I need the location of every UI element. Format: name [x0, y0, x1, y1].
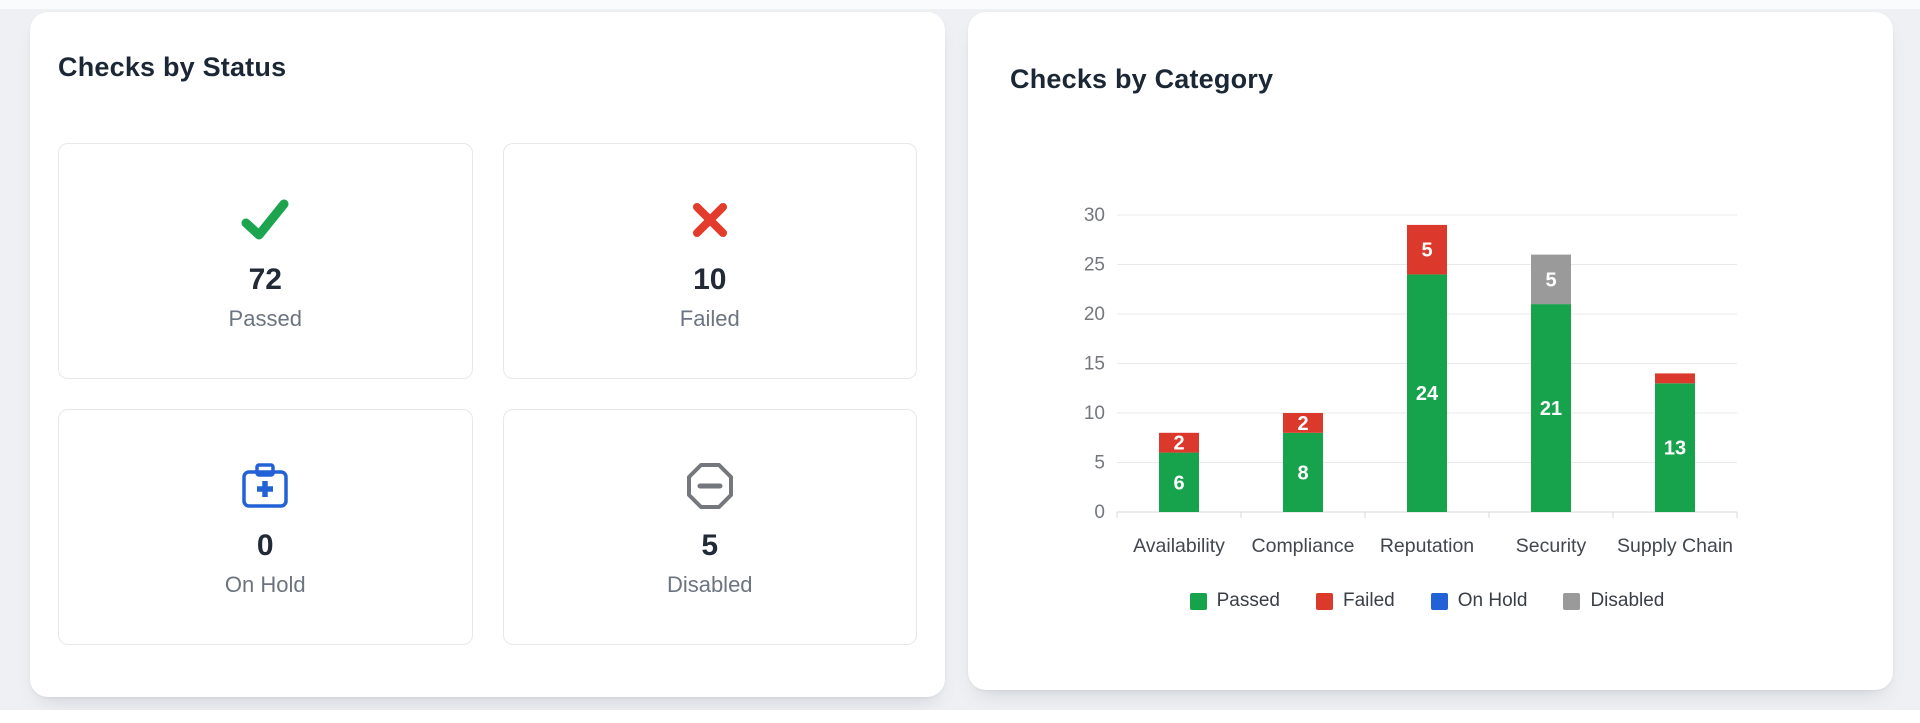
legend-label: On Hold: [1457, 590, 1528, 611]
disabled-label: Disabled: [666, 571, 753, 597]
bar-segment-label: 5: [1421, 240, 1432, 262]
y-axis-tick-label: 10: [1084, 403, 1105, 424]
legend-item: Disabled: [1563, 590, 1664, 612]
passed-label: Passed: [228, 305, 302, 331]
bar-segment[interactable]: [1531, 254, 1571, 305]
legend-swatch: [1315, 592, 1333, 610]
check-icon: [237, 191, 293, 249]
bar-segment[interactable]: [1407, 274, 1447, 512]
x-axis-category-label: Reputation: [1380, 535, 1474, 557]
page-top-strip: [0, 0, 1920, 9]
passed-tile: 72 Passed: [58, 143, 473, 379]
bar-segment-label: 21: [1540, 398, 1562, 420]
y-axis-tick-label: 0: [1094, 502, 1105, 523]
bar-segment[interactable]: [1283, 432, 1323, 512]
page-bottom-strip: [0, 710, 1920, 723]
checks-by-status-card: Checks by Status 72 Passed 10: [30, 12, 945, 697]
bar-segment[interactable]: [1283, 413, 1323, 433]
legend-item: Failed: [1315, 590, 1395, 612]
bar-segment-label: 13: [1664, 438, 1686, 460]
x-axis-category-label: Supply Chain: [1617, 535, 1733, 557]
status-card-title: Checks by Status: [58, 52, 287, 82]
bar-segment[interactable]: [1407, 224, 1447, 275]
category-card-title: Checks by Category: [1010, 64, 1274, 94]
on-hold-label: On Hold: [224, 571, 306, 597]
x-axis-category-label: Security: [1516, 535, 1587, 557]
legend-swatch: [1189, 592, 1207, 610]
status-tile-grid: 72 Passed 10 Failed: [58, 143, 917, 645]
failed-label: Failed: [679, 305, 740, 331]
y-axis-tick-label: 25: [1084, 255, 1105, 276]
legend-label: Passed: [1216, 590, 1280, 611]
legend-label: Disabled: [1590, 590, 1665, 611]
bar-segment-label: 2: [1173, 433, 1184, 455]
bar-segment[interactable]: [1159, 452, 1199, 512]
x-icon: [687, 191, 733, 249]
x-axis-category-label: Availability: [1133, 535, 1225, 557]
bar-segment[interactable]: [1159, 432, 1199, 453]
chart-legend: Passed Failed On Hold Disabled: [1117, 588, 1737, 614]
legend-swatch: [1430, 592, 1448, 610]
y-axis-tick-label: 5: [1094, 453, 1105, 474]
legend-item: Passed: [1189, 590, 1280, 612]
bar-segment-label: 6: [1173, 472, 1184, 494]
passed-count: 72: [248, 262, 282, 296]
bar-segment-label: 24: [1416, 383, 1439, 405]
legend-item: On Hold: [1430, 590, 1528, 612]
failed-tile: 10 Failed: [502, 143, 917, 379]
failed-count: 10: [693, 262, 727, 296]
on-hold-tile: 0 On Hold: [58, 409, 473, 645]
on-hold-count: 0: [256, 528, 274, 562]
bar-segment[interactable]: [1531, 304, 1571, 512]
bar-segment[interactable]: [1655, 383, 1695, 512]
disabled-count: 5: [701, 528, 719, 562]
checks-by-category-card: Checks by Category 0 5 10 15 20 25 30 6 2 Availab…: [968, 12, 1893, 690]
bar-segment-label: 8: [1297, 462, 1308, 484]
medical-briefcase-icon: [237, 457, 293, 515]
x-axis-category-label: Compliance: [1252, 535, 1355, 557]
category-bar-chart[interactable]: 0 5 10 15 20 25 30 6 2 Availability 8 2 Compliance 24…: [968, 12, 1893, 690]
legend-swatch: [1563, 592, 1581, 610]
bar-segment-label: 2: [1297, 413, 1308, 435]
disabled-tile: 5 Disabled: [502, 409, 917, 645]
octagon-minus-icon: [683, 457, 737, 515]
bar-segment-label: 5: [1545, 269, 1556, 291]
y-axis-tick-label: 15: [1084, 354, 1105, 375]
legend-label: Failed: [1342, 590, 1395, 611]
y-axis-tick-label: 20: [1084, 304, 1105, 325]
bar-segment[interactable]: [1655, 373, 1695, 384]
y-axis-tick-label: 30: [1084, 205, 1105, 226]
